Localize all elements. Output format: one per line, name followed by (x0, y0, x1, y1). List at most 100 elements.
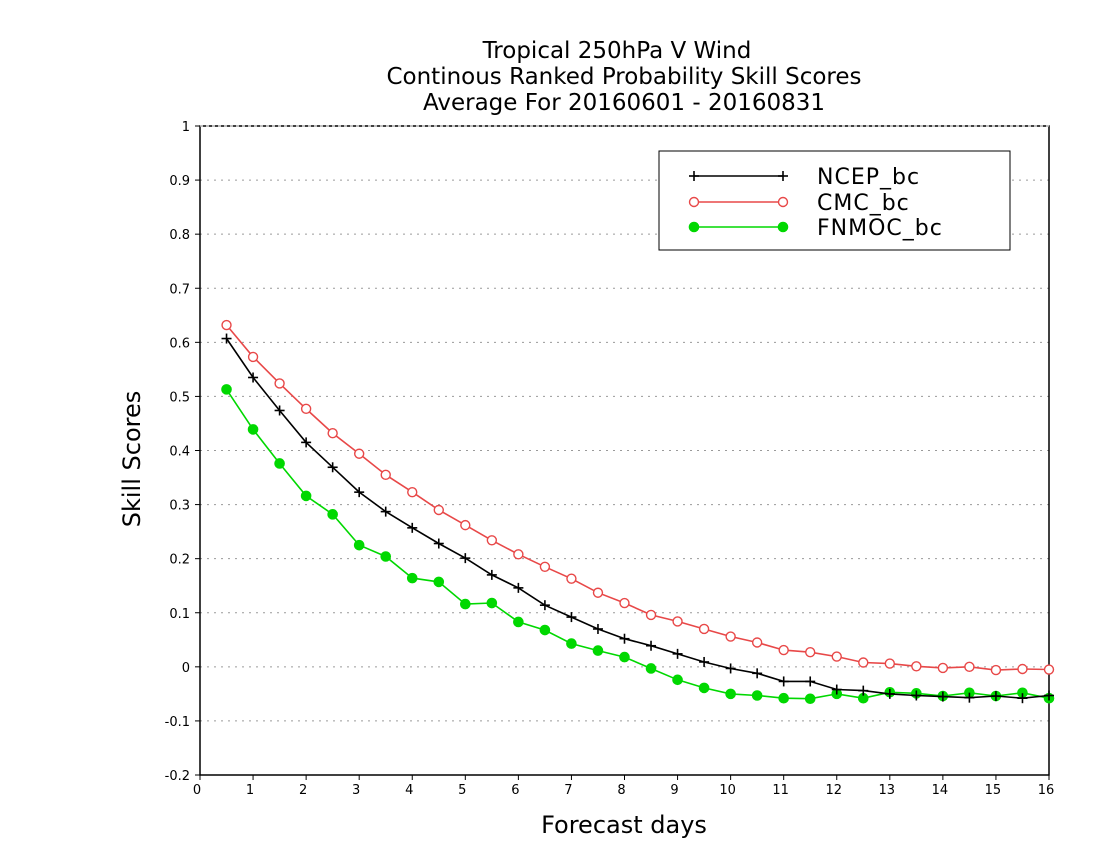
y-tick-label-1: -0.1 (165, 715, 190, 730)
x-tick-label-14: 14 (932, 783, 949, 798)
point-FNMOC_bc-1 (247, 424, 259, 435)
point-NCEP_bc-0 (221, 333, 232, 344)
point-NCEP_bc-21 (778, 676, 789, 687)
point-CMC_bc-20 (751, 637, 763, 648)
series-line-CMC_bc (225, 324, 1050, 671)
point-CMC_bc-21 (778, 644, 789, 656)
point-FNMOC_bc-13 (566, 638, 577, 649)
point-NCEP_bc-14 (592, 623, 603, 634)
point-FNMOC_bc-3 (300, 490, 312, 502)
point-NCEP_bc-5 (354, 487, 365, 498)
legend-marker-end-NCEP_bc (778, 171, 788, 181)
point-CMC_bc-30 (1017, 663, 1028, 675)
series-NCEP_bc (221, 333, 1054, 704)
point-FNMOC_bc-10 (486, 597, 498, 609)
x-tick-label-1: 1 (246, 783, 254, 798)
x-tick-label-10: 10 (719, 783, 736, 798)
point-CMC_bc-16 (645, 609, 657, 621)
legend-item-FNMOC_bc: FNMOC_bc (688, 216, 943, 241)
legend-label-FNMOC_bc: FNMOC_bc (817, 216, 943, 241)
series-CMC_bc (221, 319, 1055, 676)
point-CMC_bc-7 (407, 486, 418, 498)
legend-marker-start-FNMOC_bc (688, 221, 700, 233)
axes: -0.2-0.100.10.20.30.40.50.60.70.80.910 1 2… (165, 120, 1055, 798)
point-FNMOC_bc-16 (645, 663, 657, 674)
point-CMC_bc-0 (221, 319, 232, 331)
point-CMC_bc-1 (247, 351, 259, 363)
point-CMC_bc-4 (327, 427, 338, 439)
gridlines (200, 179, 1049, 722)
point-CMC_bc-14 (592, 587, 604, 598)
y-tick-label-10: 0.8 (169, 228, 190, 243)
point-CMC_bc-10 (486, 535, 498, 546)
x-tick-label-11: 11 (772, 783, 789, 798)
x-tick-label-5: 5 (458, 783, 466, 798)
point-FNMOC_bc-17 (672, 674, 683, 686)
point-CMC_bc-26 (911, 661, 922, 672)
point-NCEP_bc-27 (937, 691, 948, 702)
point-CMC_bc-22 (805, 647, 816, 658)
point-FNMOC_bc-8 (433, 576, 445, 588)
point-CMC_bc-3 (300, 403, 312, 415)
point-FNMOC_bc-5 (353, 539, 365, 551)
x-tick-label-15: 15 (985, 783, 1002, 798)
point-CMC_bc-24 (858, 657, 869, 668)
x-tick-label-6: 6 (511, 783, 519, 798)
x-axis-title: Forecast days (541, 811, 707, 839)
point-NCEP_bc-31 (1044, 690, 1054, 701)
point-CMC_bc-13 (566, 573, 577, 584)
series-line-FNMOC_bc (225, 388, 1050, 700)
x-tick-label-7: 7 (564, 783, 572, 798)
x-tick-label-3: 3 (352, 783, 360, 798)
point-NCEP_bc-6 (380, 506, 391, 517)
series-layer (221, 319, 1055, 705)
point-NCEP_bc-16 (646, 640, 657, 651)
point-CMC_bc-8 (433, 504, 444, 516)
point-NCEP_bc-25 (884, 688, 895, 699)
point-NCEP_bc-29 (990, 691, 1001, 702)
point-NCEP_bc-12 (539, 600, 550, 611)
x-tick-label-9: 9 (670, 783, 678, 798)
point-NCEP_bc-4 (327, 462, 338, 473)
point-NCEP_bc-26 (911, 690, 922, 701)
point-NCEP_bc-19 (725, 663, 736, 674)
legend-marker-start-CMC_bc (688, 196, 700, 208)
point-CMC_bc-18 (698, 623, 710, 635)
point-FNMOC_bc-2 (274, 458, 285, 469)
point-FNMOC_bc-6 (380, 551, 392, 562)
point-CMC_bc-28 (964, 661, 975, 673)
point-FNMOC_bc-11 (513, 616, 524, 628)
point-NCEP_bc-9 (460, 553, 471, 564)
point-FNMOC_bc-19 (725, 688, 736, 700)
point-CMC_bc-25 (884, 658, 896, 669)
y-tick-label-5: 0.3 (169, 499, 190, 514)
y-tick-label-9: 0.7 (169, 282, 190, 297)
point-FNMOC_bc-7 (406, 572, 418, 584)
y-tick-label-12: 1 (182, 120, 190, 135)
point-CMC_bc-31 (1043, 664, 1055, 675)
y-tick-label-2: 0 (182, 661, 190, 676)
point-NCEP_bc-10 (486, 569, 497, 580)
chart-title-line-3: Average For 20160601 - 20160831 (423, 90, 825, 116)
y-tick-label-8: 0.6 (169, 336, 190, 351)
point-CMC_bc-12 (539, 561, 551, 572)
point-NCEP_bc-23 (831, 684, 842, 695)
x-tick-label-0: 0 (193, 783, 201, 798)
point-NCEP_bc-20 (752, 668, 763, 679)
point-NCEP_bc-30 (1017, 693, 1028, 704)
x-tick-label-12: 12 (825, 783, 842, 798)
x-tick-label-4: 4 (405, 783, 413, 798)
legend-box (658, 150, 1011, 251)
chart-title-line-1: Tropical 250hPa V Wind (482, 38, 752, 64)
point-NCEP_bc-24 (858, 685, 869, 696)
y-tick-label-6: 0.4 (169, 445, 190, 460)
point-FNMOC_bc-14 (592, 645, 604, 656)
point-NCEP_bc-8 (433, 538, 444, 549)
y-tick-label-0: -0.2 (165, 769, 190, 784)
point-CMC_bc-11 (513, 549, 524, 560)
point-FNMOC_bc-12 (539, 624, 551, 636)
point-NCEP_bc-1 (248, 372, 259, 383)
point-CMC_bc-27 (937, 662, 949, 674)
y-axis-title: Skill Scores (118, 391, 146, 528)
